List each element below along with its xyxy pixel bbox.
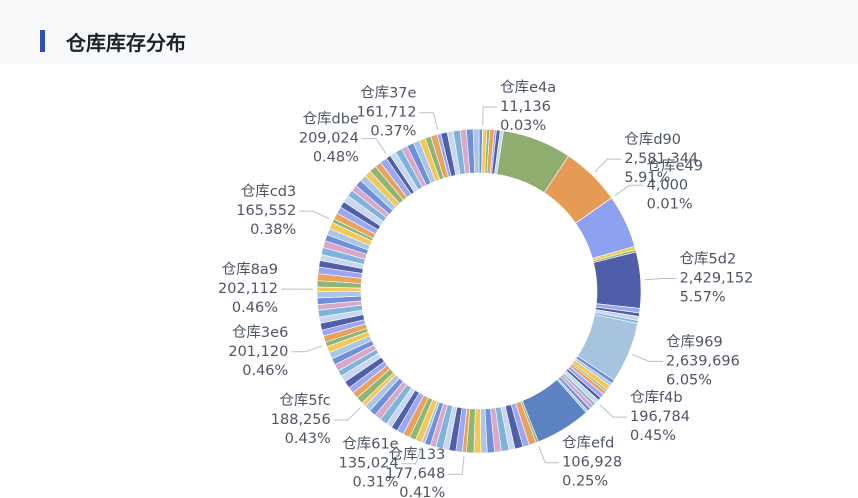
slice-name: 仓库e4a <box>500 79 556 96</box>
slice-value: 196,784 <box>630 409 690 425</box>
slice-percent: 0.37% <box>370 124 416 140</box>
slice-value: 2,581,344 <box>624 151 698 167</box>
leader-line <box>401 446 423 465</box>
donut-slice <box>472 128 480 174</box>
leader-line <box>361 138 387 154</box>
slice-name: 仓库e49 <box>647 157 703 174</box>
title-accent <box>40 30 45 52</box>
slice-value: 2,429,152 <box>680 271 754 287</box>
slice-percent: 6.05% <box>666 372 712 388</box>
slice-percent: 0.48% <box>313 150 359 166</box>
slice-percent: 0.38% <box>250 222 296 238</box>
slice-percent: 5.57% <box>680 290 726 306</box>
leader-line <box>632 354 664 362</box>
slice-percent: 0.45% <box>630 428 676 444</box>
slice-value: 201,120 <box>228 344 288 360</box>
leader-line <box>299 210 330 220</box>
slice-value: 165,552 <box>236 203 296 219</box>
slice-value: 135,024 <box>339 456 399 472</box>
slice-name: 仓库dbe <box>303 111 359 128</box>
slice-percent: 0.41% <box>399 485 445 498</box>
slice-name: 仓库5fc <box>279 392 330 409</box>
slice-name: 仓库61e <box>342 436 398 453</box>
slice-name: 仓库efd <box>562 435 614 452</box>
leader-line <box>333 406 361 421</box>
leader-line <box>614 184 644 197</box>
leader-line <box>419 112 439 131</box>
slice-name: 仓库d90 <box>624 131 681 148</box>
slice-name: 仓库37e <box>360 85 416 102</box>
slice-percent: 0.46% <box>242 363 288 379</box>
slice-value: 202,112 <box>218 281 278 297</box>
leader-line <box>538 445 560 464</box>
leader-line <box>599 404 628 418</box>
slice-value: 11,136 <box>500 99 551 115</box>
slice-percent: 0.46% <box>232 300 278 316</box>
slice-value: 188,256 <box>271 412 331 428</box>
slice-name: 仓库8a9 <box>222 261 278 278</box>
slice-value: 4,000 <box>647 177 689 193</box>
chart-title: 仓库库存分布 <box>66 31 186 55</box>
slice-value: 2,639,696 <box>666 353 740 369</box>
slice-value: 106,928 <box>562 455 622 471</box>
slice-name: 仓库3e6 <box>232 324 288 341</box>
slice-value: 209,024 <box>299 131 359 147</box>
leader-line <box>291 345 323 353</box>
slice-name: 仓库969 <box>666 333 723 350</box>
slice-name: 仓库cd3 <box>241 183 296 200</box>
slice-value: 177,648 <box>385 466 445 482</box>
slice-percent: 0.01% <box>647 196 693 212</box>
leader-line <box>448 456 465 475</box>
leader-line <box>644 278 677 281</box>
slice-percent: 0.31% <box>353 475 399 491</box>
slice-name: 仓库5d2 <box>680 251 737 268</box>
slice-percent: 5.91% <box>624 170 670 186</box>
slice-name: 仓库133 <box>389 446 446 463</box>
slice-percent: 0.03% <box>500 118 546 134</box>
slice-name: 仓库f4b <box>630 389 683 406</box>
slice-percent: 0.43% <box>285 431 331 447</box>
leader-line <box>482 106 498 126</box>
slice-percent: 0.25% <box>562 474 608 490</box>
header <box>0 0 858 64</box>
slice-value: 161,712 <box>356 105 416 121</box>
leader-line <box>594 158 622 173</box>
